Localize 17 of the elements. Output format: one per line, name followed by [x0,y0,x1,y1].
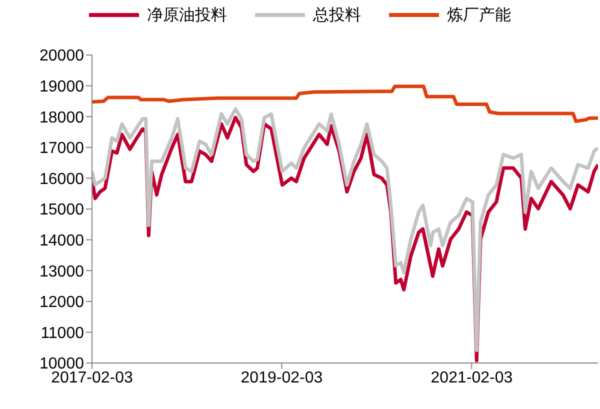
legend-label: 炼厂产能 [447,6,511,26]
y-tick-label: 11000 [40,324,84,342]
x-tick-label: 2019-02-03 [240,369,323,386]
y-tick-label: 13000 [40,263,84,280]
y-tick-label: 12000 [40,294,84,312]
x-tick-label: 2017-02-03 [51,369,134,386]
y-tick-label: 14000 [40,232,84,250]
y-tick-label: 18000 [40,109,84,126]
legend-label: 总投料 [313,6,361,26]
x-tick-label: 2021-02-03 [430,369,513,386]
y-tick-label: 20000 [40,48,84,65]
legend-label: 净原油投料 [147,6,227,26]
line-series [92,84,598,123]
y-tick-label: 17000 [40,140,84,158]
y-tick-label: 19000 [40,78,84,96]
y-tick-label: 16000 [40,170,84,188]
y-tick-label: 15000 [40,202,84,219]
